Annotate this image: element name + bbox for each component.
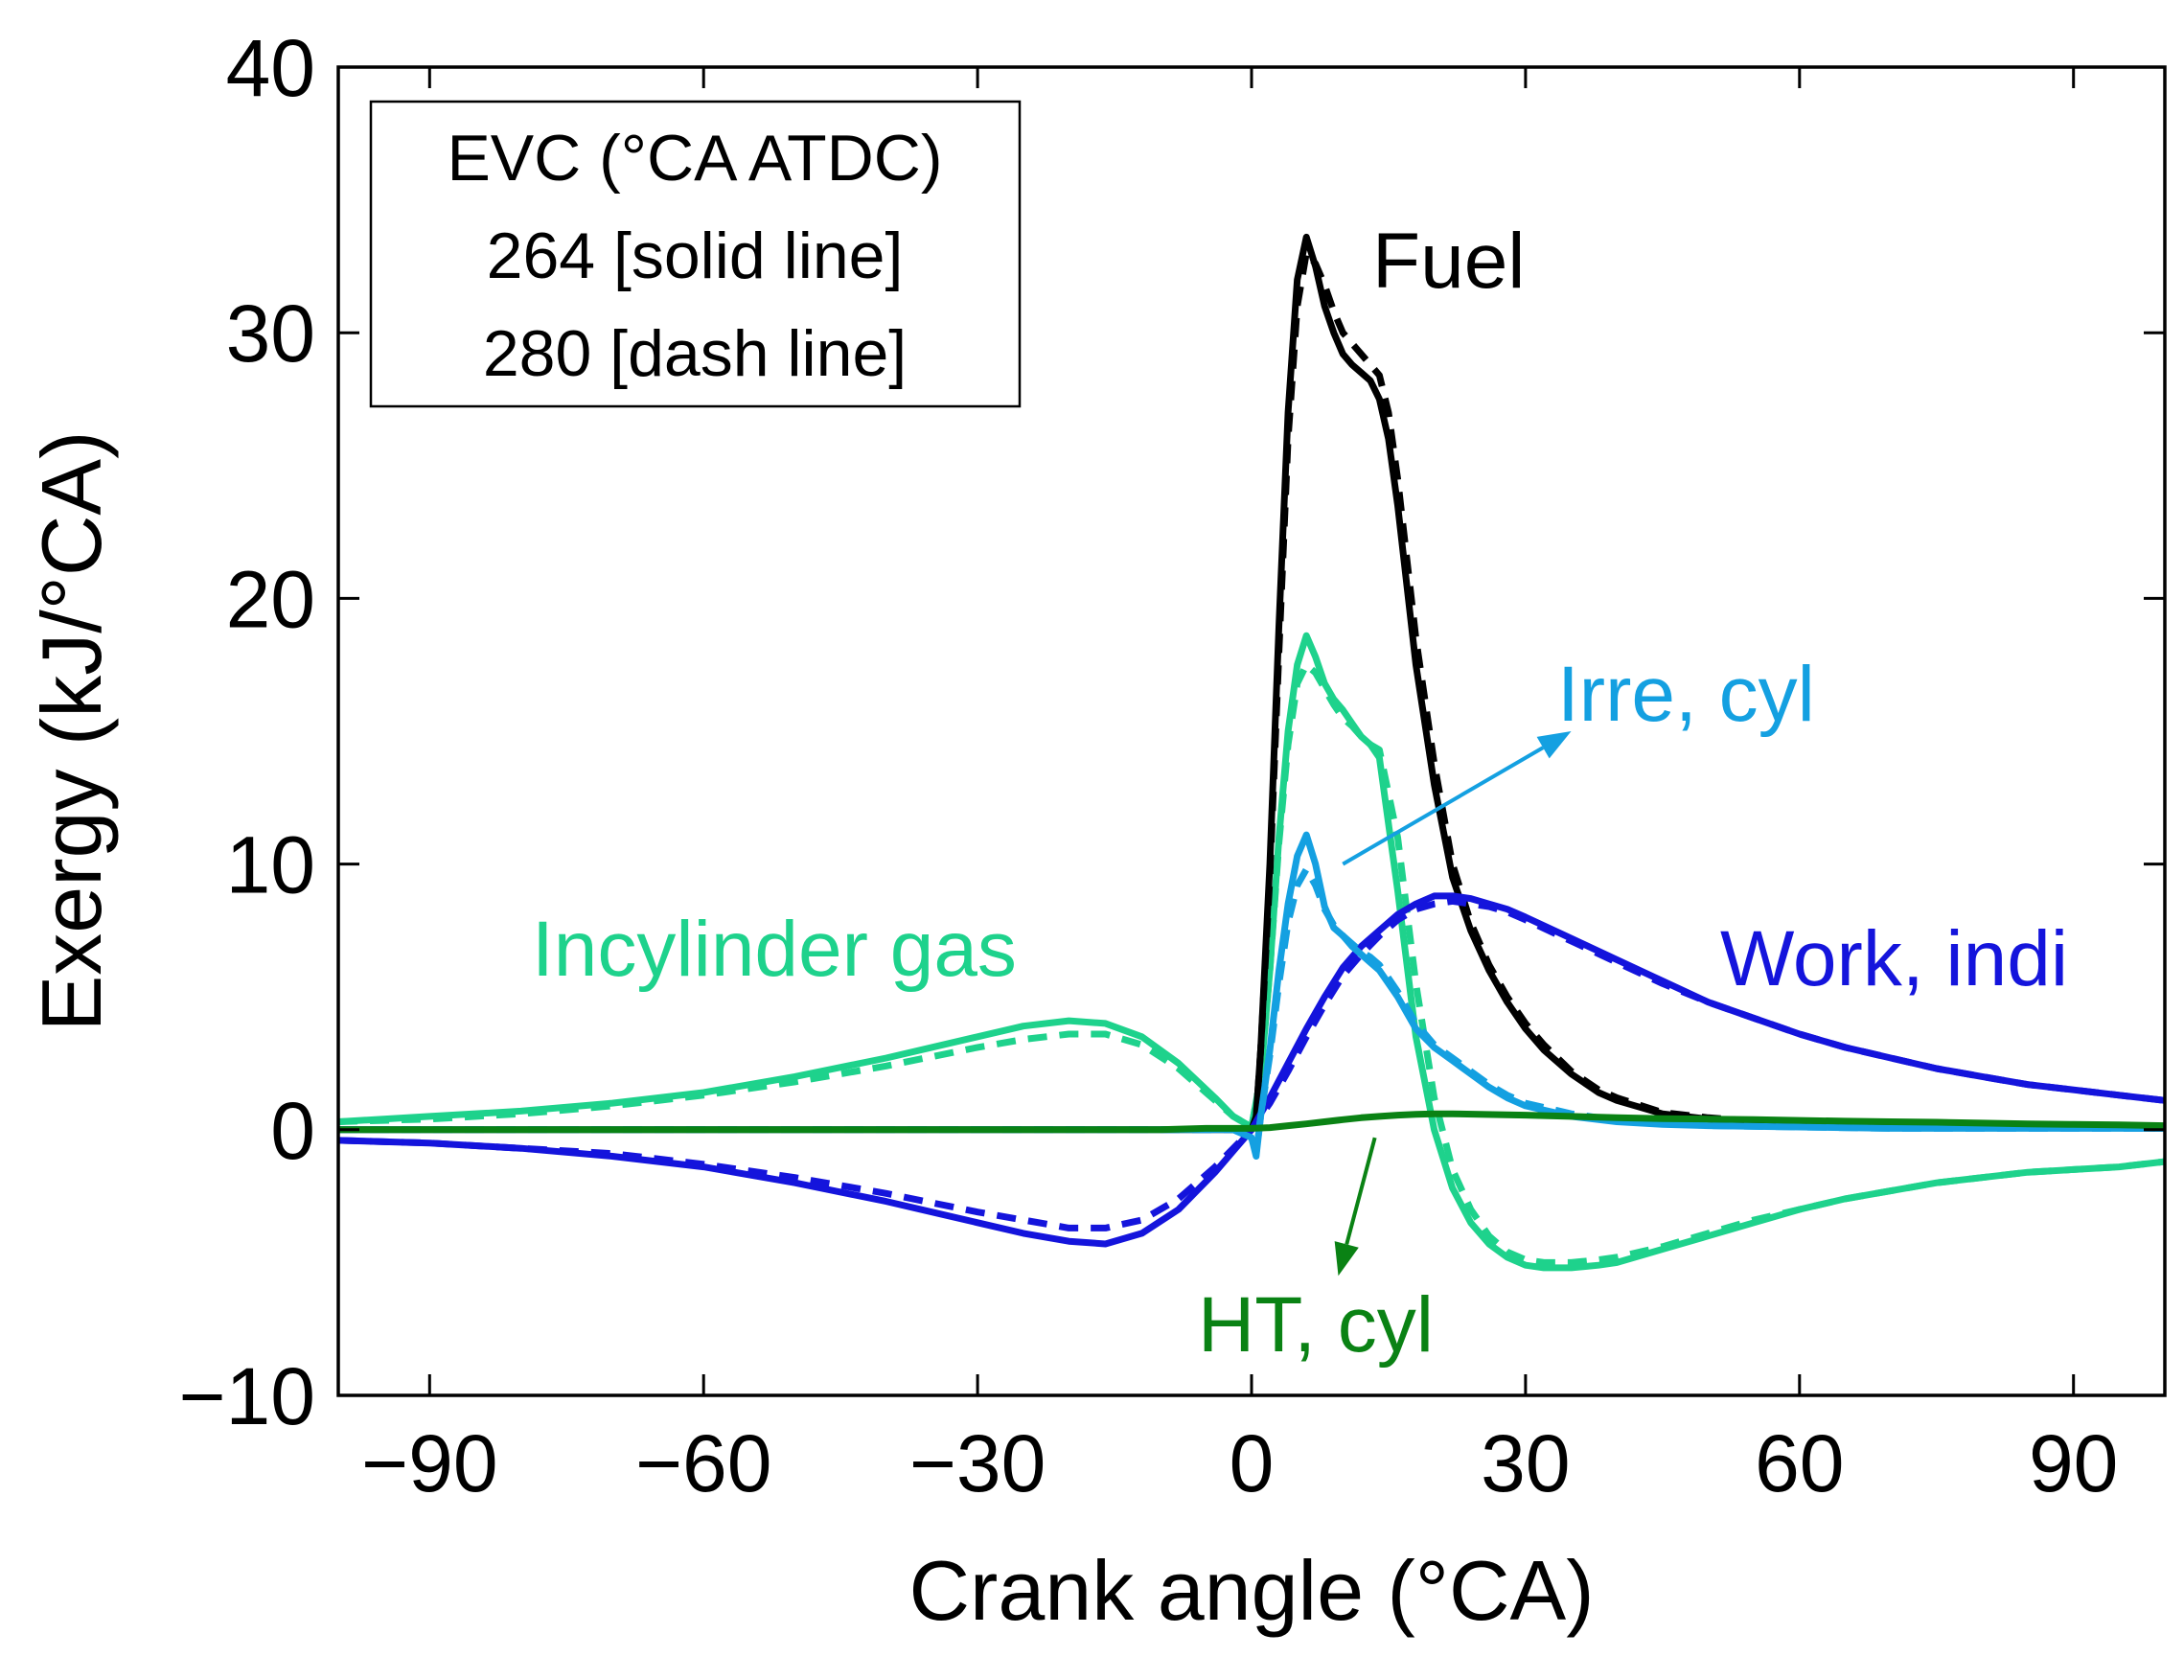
legend-box: EVC (°CA ATDC) 264 [solid line] 280 [das…: [369, 100, 1022, 408]
x-tick-label: 0: [1230, 1418, 1275, 1508]
ht-arrow-head: [1334, 1241, 1359, 1277]
x-tick-label: 90: [2029, 1418, 2118, 1508]
y-tick-label: 30: [226, 288, 315, 379]
y-tick-label: 0: [270, 1086, 315, 1176]
y-axis-label: Exergy (kJ/°CA): [24, 431, 119, 1032]
legend-title: EVC (°CA ATDC): [447, 122, 942, 195]
series-line-work-indi-280: [338, 897, 2165, 1231]
x-tick-label: 60: [1755, 1418, 1844, 1508]
y-tick-label: 20: [226, 554, 315, 644]
x-tick-label: 30: [1481, 1418, 1570, 1508]
series-line-work-indi-264: [338, 892, 2165, 1248]
annotation-work-indi: Work, indi: [1720, 915, 2068, 1002]
y-tick-label: 40: [226, 23, 315, 113]
irre-arrow-head: [1536, 731, 1572, 759]
ht-arrow-shaft: [1345, 1137, 1377, 1245]
axis-ticks: [338, 65, 2165, 1397]
x-tick-label: −90: [361, 1418, 498, 1508]
axis-tick-labels: −90 −60 −30 0 30 60 90 −10 0 10 20 30 40: [179, 23, 2119, 1508]
legend-entry-dash: 280 [dash line]: [483, 317, 907, 390]
annotations: Fuel Irre, cyl Incylinder gas Work, indi…: [532, 218, 2068, 1369]
annotation-ht-cyl: HT, cyl: [1198, 1281, 1434, 1369]
legend-entry-solid: 264 [solid line]: [487, 219, 904, 292]
annotation-fuel: Fuel: [1372, 218, 1526, 305]
annotation-incylinder-gas: Incylinder gas: [532, 906, 1017, 993]
legend-frame: [369, 100, 1022, 408]
series-layer: [338, 233, 2165, 1272]
series-line-incylinder-gas-264: [338, 632, 2165, 1272]
y-tick-label: −10: [179, 1351, 316, 1441]
x-tick-label: −60: [635, 1418, 772, 1508]
series-line-irre-cyl-264: [338, 831, 2165, 1160]
irre-arrow-shaft: [1342, 746, 1545, 866]
y-tick-label: 10: [226, 820, 315, 910]
x-tick-label: −30: [909, 1418, 1046, 1508]
annotation-irre-cyl: Irre, cyl: [1557, 651, 1815, 738]
x-axis-label: Crank angle (°CA): [909, 1543, 1595, 1638]
annotation-arrows: [1334, 731, 1572, 1277]
series-line-ht-cyl-264: [338, 1110, 2165, 1134]
